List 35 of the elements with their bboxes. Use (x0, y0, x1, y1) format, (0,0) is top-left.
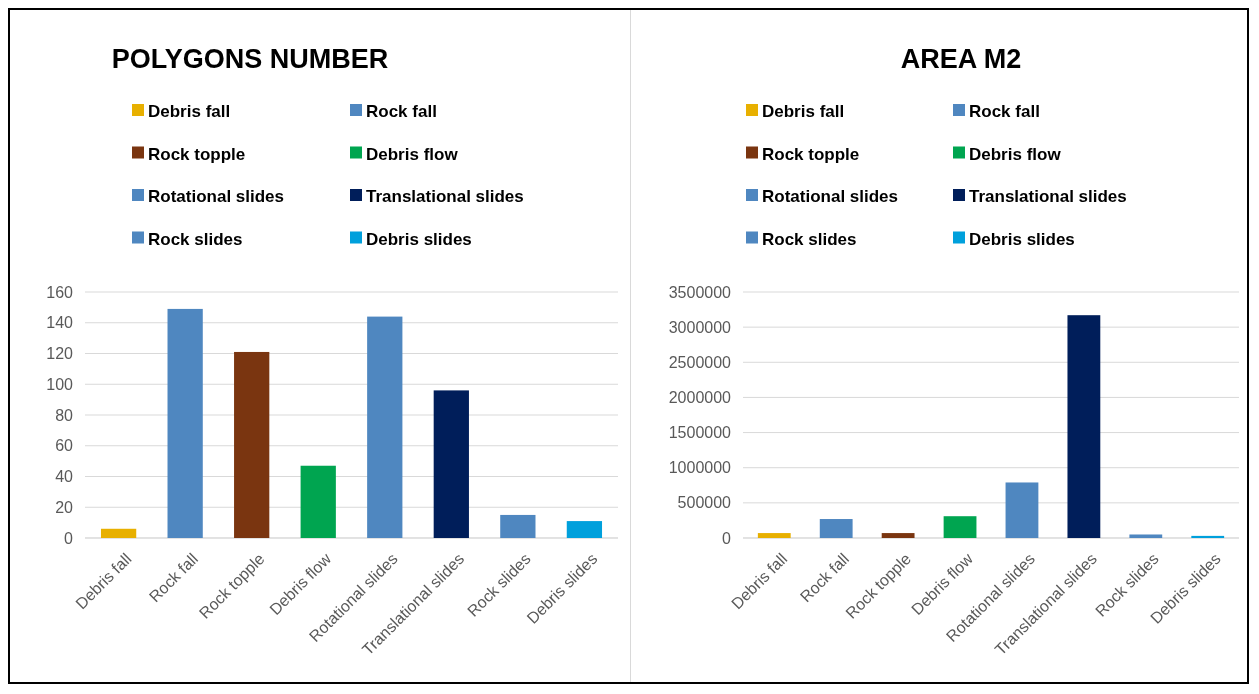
chart-title: AREA M2 (900, 44, 1022, 74)
y-tick-label: 2500000 (668, 353, 732, 371)
y-tick-label: 100 (46, 375, 74, 393)
legend-label: Rock topple (762, 144, 860, 164)
legend-label: Rock slides (148, 229, 243, 249)
legend-label: Debris flow (969, 144, 1062, 164)
legend-label: Translational slides (969, 187, 1127, 206)
legend-label: Debris fall (148, 102, 231, 121)
y-tick-label: 2000000 (668, 389, 732, 407)
y-tick-label: 3500000 (668, 283, 732, 301)
y-tick-label: 80 (55, 406, 74, 424)
legend-label: Rock fall (366, 102, 437, 121)
y-tick-label: 120 (46, 345, 74, 363)
legend-label: Rock fall (969, 102, 1040, 121)
legend-label: Rotational slides (148, 187, 285, 206)
chart-title: POLYGONS NUMBER (111, 44, 389, 74)
y-tick-label: 40 (55, 468, 74, 486)
y-tick-label: 3000000 (668, 318, 732, 336)
legend-label: Debris slides (969, 229, 1075, 249)
y-tick-label: 1500000 (668, 424, 732, 442)
legend-label: Rotational slides (762, 187, 899, 206)
legend-label: Translational slides (366, 187, 524, 206)
legend-label: Rock slides (762, 229, 857, 249)
legend-label: Debris slides (366, 229, 472, 249)
y-tick-label: 160 (46, 283, 74, 301)
y-tick-label: 0 (64, 529, 74, 547)
legend-label: Debris fall (762, 102, 845, 121)
y-tick-label: 500000 (677, 494, 732, 512)
y-tick-label: 140 (46, 314, 74, 332)
legend-label: Rock topple (148, 144, 246, 164)
y-tick-label: 60 (55, 437, 74, 455)
y-tick-label: 20 (55, 498, 74, 516)
y-tick-label: 0 (722, 529, 732, 547)
y-tick-label: 1000000 (668, 459, 732, 477)
legend-label: Debris flow (366, 144, 459, 164)
